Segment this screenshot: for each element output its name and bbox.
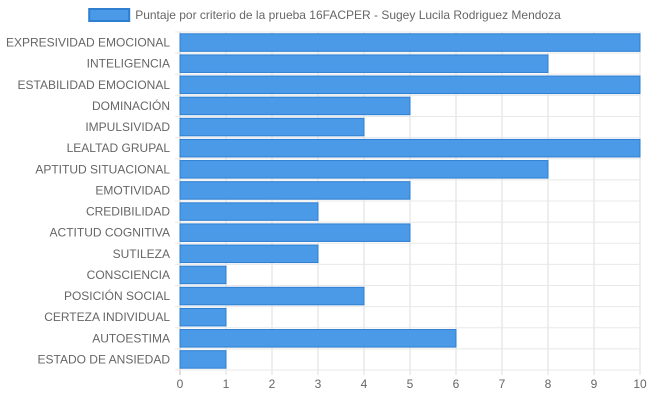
axes: 0 1 2 3 4 5 6 7 8 9 10 EXPRESIVIDAD EMOCIONAL INTELI… (6, 36, 647, 391)
bar[interactable] (179, 350, 227, 369)
x-tick-label: 2 (269, 377, 276, 391)
category-label: LEALTAD GRUPAL (67, 141, 171, 155)
category-label: ESTABILIDAD EMOCIONAL (18, 78, 171, 92)
bar[interactable] (179, 286, 365, 306)
bar[interactable] (179, 54, 549, 73)
x-tick-label: 0 (177, 377, 184, 391)
category-label: CERTEZA INDIVIDUAL (44, 310, 170, 324)
x-tick-label: 5 (407, 377, 414, 391)
legend-swatch[interactable] (88, 8, 131, 22)
bar[interactable] (179, 181, 411, 200)
bar[interactable] (179, 329, 457, 348)
category-label: APTITUD SITUACIONAL (35, 162, 170, 176)
bar[interactable] (179, 265, 227, 285)
x-tick-label: 3 (315, 377, 322, 391)
x-tick-label: 7 (499, 377, 506, 391)
category-label: SUTILEZA (113, 247, 170, 261)
x-tick-label: 6 (453, 377, 460, 391)
bars (179, 33, 641, 369)
bar[interactable] (179, 160, 549, 179)
bar[interactable] (179, 223, 411, 242)
bar[interactable] (179, 138, 641, 158)
bar[interactable] (179, 75, 641, 95)
category-label: CREDIBILIDAD (86, 205, 170, 219)
category-label: ACTITUD COGNITIVA (50, 226, 170, 240)
category-label: INTELIGENCIA (87, 57, 170, 71)
x-tick-label: 8 (545, 377, 552, 391)
x-tick-label: 9 (591, 377, 598, 391)
bar[interactable] (179, 96, 411, 116)
category-label: DOMINACIÓN (92, 98, 170, 113)
bar[interactable] (179, 33, 641, 52)
legend[interactable]: Puntaje por criterio de la prueba 16FACP… (88, 8, 561, 22)
x-tick-label: 1 (223, 377, 230, 391)
category-label: IMPULSIVIDAD (85, 120, 170, 134)
category-label: EMOTIVIDAD (95, 183, 170, 197)
category-label: ESTADO DE ANSIEDAD (38, 352, 171, 366)
x-tick-label: 4 (361, 377, 368, 391)
legend-label[interactable]: Puntaje por criterio de la prueba 16FACP… (135, 8, 561, 22)
x-tick-label: 10 (633, 377, 647, 391)
bar[interactable] (179, 117, 365, 137)
bar[interactable] (179, 244, 319, 264)
bar[interactable] (179, 202, 319, 221)
bar[interactable] (179, 307, 227, 327)
category-label: AUTOESTIMA (92, 331, 170, 345)
category-label: CONSCIENCIA (87, 268, 170, 282)
category-label: EXPRESIVIDAD EMOCIONAL (6, 36, 170, 50)
category-label: POSICIÓN SOCIAL (64, 288, 170, 303)
